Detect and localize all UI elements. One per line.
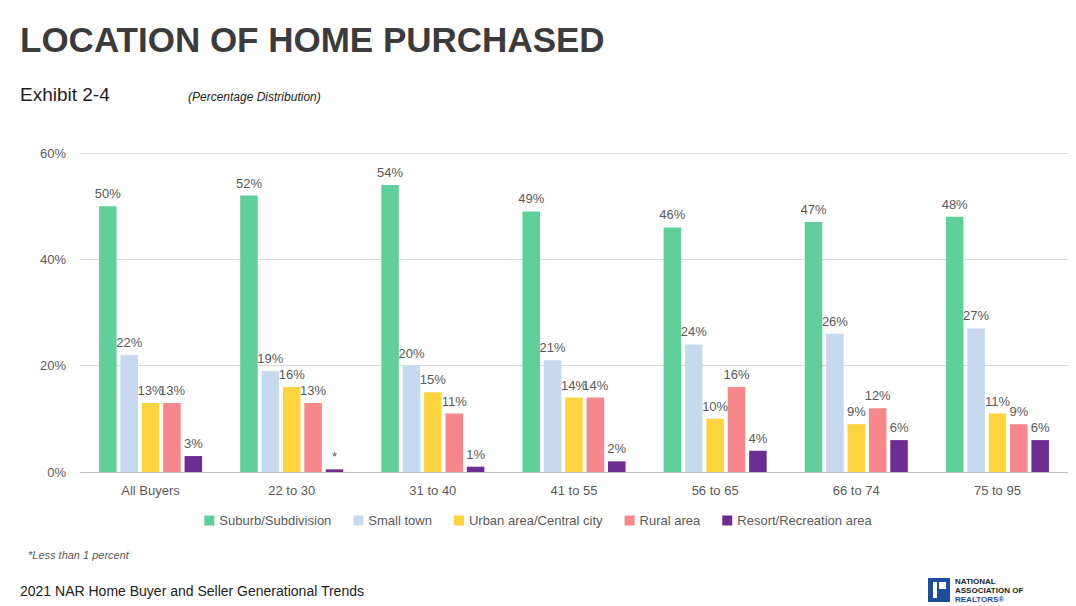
- svg-text:54%: 54%: [377, 165, 403, 180]
- svg-text:(Percentage Distribution): (Percentage Distribution): [188, 90, 321, 104]
- svg-text:31 to 40: 31 to 40: [409, 483, 456, 498]
- svg-text:*Less than 1 percent: *Less than 1 percent: [28, 549, 130, 561]
- svg-text:12%: 12%: [865, 388, 891, 403]
- svg-text:4%: 4%: [749, 431, 768, 446]
- svg-text:2%: 2%: [607, 441, 626, 456]
- svg-text:26%: 26%: [822, 314, 848, 329]
- svg-text:Exhibit 2-4: Exhibit 2-4: [20, 84, 110, 105]
- svg-text:46%: 46%: [659, 207, 685, 222]
- svg-text:Resort/Recreation area: Resort/Recreation area: [737, 513, 872, 528]
- svg-text:9%: 9%: [847, 404, 866, 419]
- svg-text:ASSOCIATION OF: ASSOCIATION OF: [955, 586, 1023, 595]
- svg-text:13%: 13%: [300, 383, 326, 398]
- svg-text:*: *: [332, 449, 337, 464]
- svg-text:11%: 11%: [985, 394, 1010, 409]
- svg-text:20%: 20%: [398, 346, 424, 361]
- svg-text:50%: 50%: [95, 186, 121, 201]
- svg-text:11%: 11%: [442, 394, 467, 409]
- svg-text:10%: 10%: [702, 399, 728, 414]
- svg-text:66 to 74: 66 to 74: [833, 483, 880, 498]
- svg-text:Suburb/Subdivision: Suburb/Subdivision: [219, 513, 331, 528]
- svg-text:21%: 21%: [540, 340, 566, 355]
- svg-text:75 to 95: 75 to 95: [974, 483, 1021, 498]
- svg-text:60%: 60%: [40, 146, 66, 161]
- svg-text:49%: 49%: [518, 191, 544, 206]
- svg-text:24%: 24%: [681, 324, 707, 339]
- svg-text:27%: 27%: [963, 308, 989, 323]
- svg-text:All Buyers: All Buyers: [121, 483, 180, 498]
- svg-text:3%: 3%: [184, 436, 203, 451]
- svg-text:14%: 14%: [582, 378, 608, 393]
- svg-text:41 to 55: 41 to 55: [551, 483, 598, 498]
- svg-text:13%: 13%: [137, 382, 164, 398]
- svg-text:9%: 9%: [1009, 404, 1028, 419]
- svg-text:16%: 16%: [724, 367, 750, 382]
- svg-text:40%: 40%: [40, 252, 66, 267]
- svg-text:Small town: Small town: [368, 513, 432, 528]
- svg-text:Urban area/Central city: Urban area/Central city: [469, 513, 603, 528]
- svg-text:13%: 13%: [159, 383, 185, 398]
- svg-text:22%: 22%: [116, 335, 142, 350]
- svg-text:15%: 15%: [420, 372, 446, 387]
- svg-text:Rural area: Rural area: [640, 513, 701, 528]
- svg-text:0%: 0%: [47, 465, 66, 480]
- svg-text:NATIONAL: NATIONAL: [955, 577, 996, 586]
- svg-text:20%: 20%: [40, 358, 66, 373]
- svg-text:LOCATION OF HOME PURCHASED: LOCATION OF HOME PURCHASED: [20, 20, 605, 59]
- svg-text:1%: 1%: [466, 447, 485, 462]
- svg-text:22 to 30: 22 to 30: [268, 483, 315, 498]
- svg-text:6%: 6%: [890, 420, 909, 435]
- svg-text:14%: 14%: [561, 377, 587, 393]
- svg-text:47%: 47%: [801, 202, 827, 217]
- svg-text:48%: 48%: [942, 197, 968, 212]
- svg-text:16%: 16%: [279, 367, 305, 382]
- svg-text:56 to 65: 56 to 65: [692, 483, 739, 498]
- svg-text:REALTORS®: REALTORS®: [955, 595, 1004, 604]
- svg-text:52%: 52%: [236, 176, 262, 191]
- svg-text:19%: 19%: [257, 351, 283, 366]
- svg-text:6%: 6%: [1031, 420, 1050, 435]
- svg-text:2021 NAR Home Buyer and Seller: 2021 NAR Home Buyer and Seller Generatio…: [20, 583, 364, 599]
